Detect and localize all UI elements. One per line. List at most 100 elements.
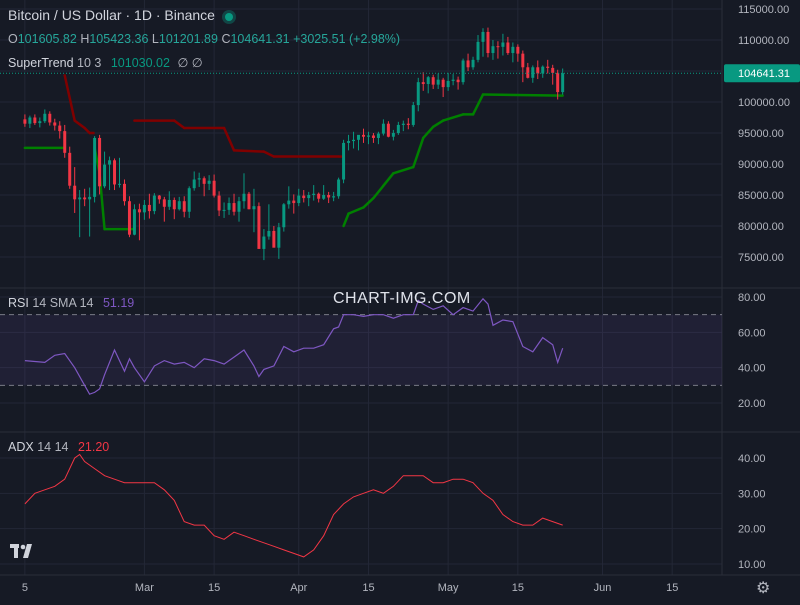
candle-body xyxy=(436,79,440,85)
candlestick-series xyxy=(23,27,565,261)
supertrend-segment xyxy=(392,165,415,175)
candle-body xyxy=(147,204,151,212)
price-tick-label: 115000.00 xyxy=(738,4,789,16)
candle-body xyxy=(88,196,92,200)
rsi-tick-label: 40.00 xyxy=(738,363,766,375)
rsi-tick-label: 60.00 xyxy=(738,327,766,339)
candle-body xyxy=(287,200,291,205)
live-dot-icon xyxy=(224,12,233,21)
supertrend-segment xyxy=(63,74,76,122)
watermark: CHART-IMG.COM xyxy=(333,290,471,307)
candle-body xyxy=(541,66,545,74)
adx-tick-label: 30.00 xyxy=(738,488,766,500)
candle-body xyxy=(531,67,535,78)
price-tick-label: 90000.00 xyxy=(738,159,784,171)
time-tick-label: 15 xyxy=(362,582,374,594)
candle-body xyxy=(516,46,520,54)
supertrend-segment xyxy=(372,184,385,200)
open-value: 101605.82 xyxy=(17,32,77,46)
candle-body xyxy=(536,67,540,74)
candle-body xyxy=(152,195,156,212)
supertrend-segment xyxy=(481,93,564,97)
candle-body xyxy=(327,195,331,198)
adx-tick-label: 20.00 xyxy=(738,524,766,536)
rsi-params: 14 SMA 14 xyxy=(32,296,94,310)
rsi-path xyxy=(24,297,564,395)
candle-body xyxy=(551,67,555,73)
rsi-value: 51.19 xyxy=(102,296,135,310)
candle-body xyxy=(456,79,460,83)
supertrend-segment xyxy=(431,119,445,129)
adx-tick-label: 10.00 xyxy=(738,559,766,571)
candle-body xyxy=(118,183,121,185)
time-tick-label: Mar xyxy=(135,582,154,594)
candle-body xyxy=(132,209,136,235)
gear-icon[interactable]: ⚙ xyxy=(756,580,771,597)
candle-body xyxy=(68,152,72,186)
supertrend-segment xyxy=(262,150,276,158)
candle-body xyxy=(431,77,435,85)
adx-legend[interactable]: ADX 14 14 21.20 xyxy=(8,440,109,454)
rsi-line xyxy=(24,297,564,395)
last-price-tag-text: 104641.31 xyxy=(738,68,790,80)
candle-body xyxy=(476,41,480,60)
price-tick-label: 75000.00 xyxy=(738,252,784,264)
time-axis[interactable]: 5 Mar 15 Apr 15 May 15 Jun 15 xyxy=(22,582,678,594)
adx-params: 14 14 xyxy=(37,440,69,454)
adx-tick-label: 40.00 xyxy=(738,453,766,465)
time-tick-label: Apr xyxy=(290,582,307,594)
candle-body xyxy=(371,135,375,138)
supertrend-value: 101030.02 xyxy=(110,56,170,70)
adx-axis[interactable]: 40.00 30.00 20.00 10.00 xyxy=(738,453,766,571)
candle-body xyxy=(207,180,211,184)
price-tick-label: 80000.00 xyxy=(738,221,784,233)
candle-body xyxy=(526,67,530,78)
candle-body xyxy=(426,77,430,85)
candle-body xyxy=(322,195,326,199)
candle-body xyxy=(501,42,505,47)
tradingview-logo-icon[interactable] xyxy=(8,538,38,564)
candle-body xyxy=(446,80,450,88)
rsi-tick-label: 80.00 xyxy=(738,292,766,304)
candle-body xyxy=(212,180,216,196)
candle-body xyxy=(511,46,515,54)
supertrend-segment xyxy=(73,119,86,130)
candle-body xyxy=(471,59,475,68)
grid-lines xyxy=(0,0,722,575)
candle-body xyxy=(197,178,201,180)
symbol-header[interactable]: Bitcoin / US Dollar · 1D · Binance xyxy=(8,7,233,23)
supertrend-segment xyxy=(441,113,465,122)
supertrend-segment xyxy=(412,136,425,169)
symbol-title[interactable]: Bitcoin / US Dollar · 1D · Binance xyxy=(8,7,215,23)
rsi-legend[interactable]: RSI 14 SMA 14 51.19 xyxy=(8,296,134,310)
rsi-name: RSI xyxy=(8,296,29,310)
open-label: O xyxy=(8,32,18,46)
candle-body xyxy=(411,105,415,125)
price-axis[interactable]: 115000.00110000.00105000.00100000.009500… xyxy=(738,4,790,264)
candle-body xyxy=(297,195,301,204)
candle-body xyxy=(352,139,356,142)
supertrend-segment xyxy=(342,212,350,228)
ohlc-legend: O101605.82 H105423.36 L101201.89 C104641… xyxy=(8,32,400,46)
candle-body xyxy=(546,66,550,68)
supertrend-segment xyxy=(232,149,266,153)
candle-body xyxy=(182,201,186,212)
candle-body xyxy=(157,195,161,200)
time-tick-label: Jun xyxy=(594,582,612,594)
candle-body xyxy=(142,204,146,213)
adx-path xyxy=(24,453,563,558)
supertrend-name: SuperTrend xyxy=(8,56,74,70)
candle-body xyxy=(242,193,246,202)
supertrend-legend[interactable]: SuperTrend 10 3 101030.02 ∅ ∅ xyxy=(8,55,203,70)
time-tick-label: 15 xyxy=(512,582,524,594)
last-price-tag[interactable]: 104641.31 xyxy=(724,64,800,83)
last-price-tag-bg xyxy=(724,64,800,83)
high-value: 105423.36 xyxy=(89,32,149,46)
supertrend-segment xyxy=(421,125,435,140)
candle-body xyxy=(257,206,261,249)
candle-body xyxy=(113,160,117,185)
rsi-axis[interactable]: 80.00 60.00 40.00 20.00 xyxy=(738,292,766,410)
supertrend-segment xyxy=(83,126,91,135)
